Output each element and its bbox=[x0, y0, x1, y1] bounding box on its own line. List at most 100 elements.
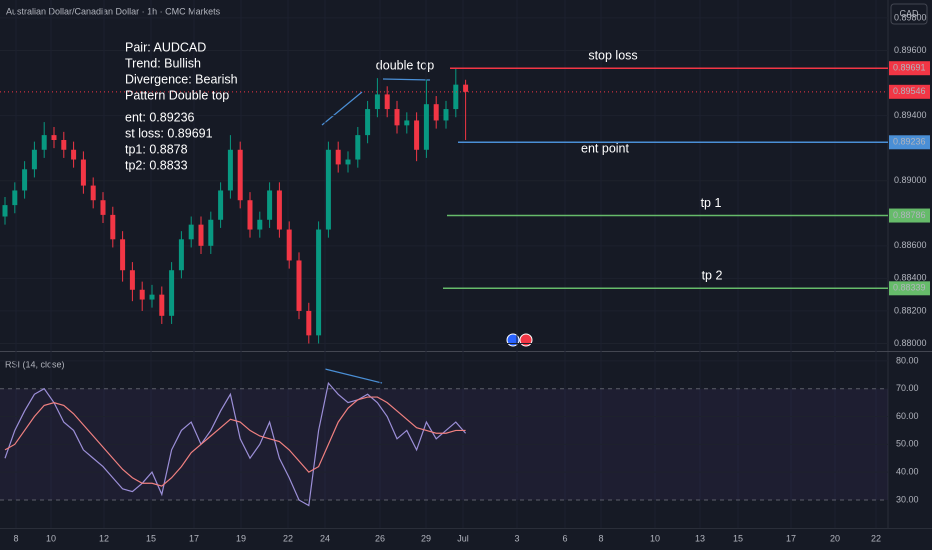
candle-body bbox=[169, 270, 175, 316]
x-tick-label: 19 bbox=[236, 533, 246, 543]
level-tag bbox=[889, 281, 930, 296]
trend-line bbox=[321, 91, 363, 126]
x-tick-label: 22 bbox=[283, 533, 293, 543]
y-tick-label: 0.89400 bbox=[894, 110, 927, 120]
x-tick-label: 22 bbox=[871, 533, 881, 543]
annotation: Pair: AUDCAD bbox=[125, 40, 206, 54]
x-tick-label: 12 bbox=[99, 533, 109, 543]
x-tick-label: 10 bbox=[46, 533, 56, 543]
candle-body bbox=[267, 190, 273, 220]
level-name: tp 1 bbox=[701, 196, 722, 210]
annotation: Pattern Double top bbox=[125, 88, 229, 102]
x-tick-label: Jul bbox=[457, 533, 469, 543]
candle-body bbox=[374, 94, 380, 110]
rsi-tick-label: 40.00 bbox=[896, 467, 919, 477]
annotation: Trend: Bullish bbox=[125, 56, 201, 70]
candle-body bbox=[306, 310, 312, 336]
candle-body bbox=[365, 109, 371, 136]
currency-label[interactable]: CAD bbox=[899, 8, 919, 18]
candle-body bbox=[433, 104, 439, 121]
rsi-tick-label: 30.00 bbox=[896, 494, 919, 504]
candle-body bbox=[129, 270, 135, 290]
annotation: tp2: 0.8833 bbox=[125, 158, 188, 172]
y-tick-label: 0.89600 bbox=[894, 45, 927, 55]
candle-body bbox=[100, 200, 106, 215]
level-name: stop loss bbox=[588, 49, 637, 63]
rsi-ma-line bbox=[4, 396, 466, 487]
candle-body bbox=[237, 149, 243, 201]
x-tick-label: 24 bbox=[320, 533, 330, 543]
candle-body bbox=[227, 149, 233, 191]
level-label: 0.89691 bbox=[893, 63, 926, 73]
rsi-tick-label: 80.00 bbox=[896, 355, 919, 365]
candle-body bbox=[404, 120, 410, 126]
candle-body bbox=[80, 159, 86, 186]
pattern-label: double top bbox=[376, 58, 434, 72]
level-tag bbox=[889, 135, 930, 150]
current-price-label: 0.89546 bbox=[893, 86, 926, 96]
symbol-title: Australian Dollar/Canadian Dollar · 1h ·… bbox=[6, 6, 221, 16]
level-name: ent point bbox=[581, 142, 629, 156]
level-label: 0.88339 bbox=[893, 283, 926, 293]
y-tick-label: 0.88200 bbox=[894, 305, 927, 315]
candle-body bbox=[394, 109, 400, 126]
x-tick-label: 20 bbox=[830, 533, 840, 543]
level-tag bbox=[889, 61, 930, 76]
level-tag bbox=[889, 208, 930, 223]
y-tick-label: 0.89000 bbox=[894, 175, 927, 185]
candle-body bbox=[90, 185, 96, 201]
candle-body bbox=[286, 229, 292, 261]
candle-body bbox=[218, 190, 224, 220]
x-tick-label: 15 bbox=[146, 533, 156, 543]
annotation: tp1: 0.8878 bbox=[125, 142, 188, 156]
currency-button[interactable] bbox=[890, 3, 928, 25]
double-top-line bbox=[382, 78, 431, 81]
y-tick-label: 0.88000 bbox=[894, 338, 927, 348]
candle-body bbox=[384, 94, 390, 110]
candle-body bbox=[198, 224, 204, 246]
candle-body bbox=[110, 214, 116, 240]
rsi-line bbox=[4, 381, 467, 507]
candle-body bbox=[414, 120, 420, 150]
y-tick-label: 0.89800 bbox=[894, 12, 927, 22]
level-label: 0.88786 bbox=[893, 210, 926, 220]
x-tick-label: 8 bbox=[13, 533, 18, 543]
current-price-tag bbox=[889, 84, 930, 99]
x-tick-label: 29 bbox=[421, 533, 431, 543]
level-name: tp 2 bbox=[702, 269, 723, 283]
candle-body bbox=[453, 84, 459, 110]
candle-body bbox=[12, 190, 18, 206]
annotation: Divergence: Bearish bbox=[125, 72, 238, 86]
candle-body bbox=[41, 135, 47, 150]
rsi-tick-label: 70.00 bbox=[896, 383, 919, 393]
rsi-tick-label: 60.00 bbox=[896, 411, 919, 421]
candle-body bbox=[31, 149, 37, 170]
event-icon[interactable] bbox=[519, 333, 533, 347]
candle-body bbox=[51, 135, 57, 140]
candle-body bbox=[188, 224, 194, 240]
candle-body bbox=[149, 294, 155, 300]
candle-body bbox=[296, 260, 302, 311]
candle-body bbox=[22, 169, 28, 191]
rsi-title: RSI (14, close) bbox=[5, 359, 65, 369]
x-tick-label: 6 bbox=[562, 533, 567, 543]
candle-body bbox=[71, 149, 77, 160]
candle-body bbox=[208, 219, 214, 246]
x-tick-label: 3 bbox=[514, 533, 519, 543]
x-tick-label: 10 bbox=[650, 533, 660, 543]
annotation: st loss: 0.89691 bbox=[125, 126, 213, 140]
x-tick-label: 13 bbox=[695, 533, 705, 543]
level-label: 0.89236 bbox=[893, 137, 926, 147]
candle-body bbox=[345, 159, 351, 165]
x-tick-label: 17 bbox=[786, 533, 796, 543]
candle-body bbox=[325, 149, 331, 230]
x-tick-label: 26 bbox=[375, 533, 385, 543]
x-tick-label: 17 bbox=[189, 533, 199, 543]
candle-body bbox=[178, 239, 184, 271]
annotation: ent: 0.89236 bbox=[125, 110, 195, 124]
candle-body bbox=[463, 84, 469, 92]
candle-body bbox=[355, 135, 361, 160]
candle-body bbox=[257, 219, 263, 230]
rsi-tick-label: 50.00 bbox=[896, 439, 919, 449]
